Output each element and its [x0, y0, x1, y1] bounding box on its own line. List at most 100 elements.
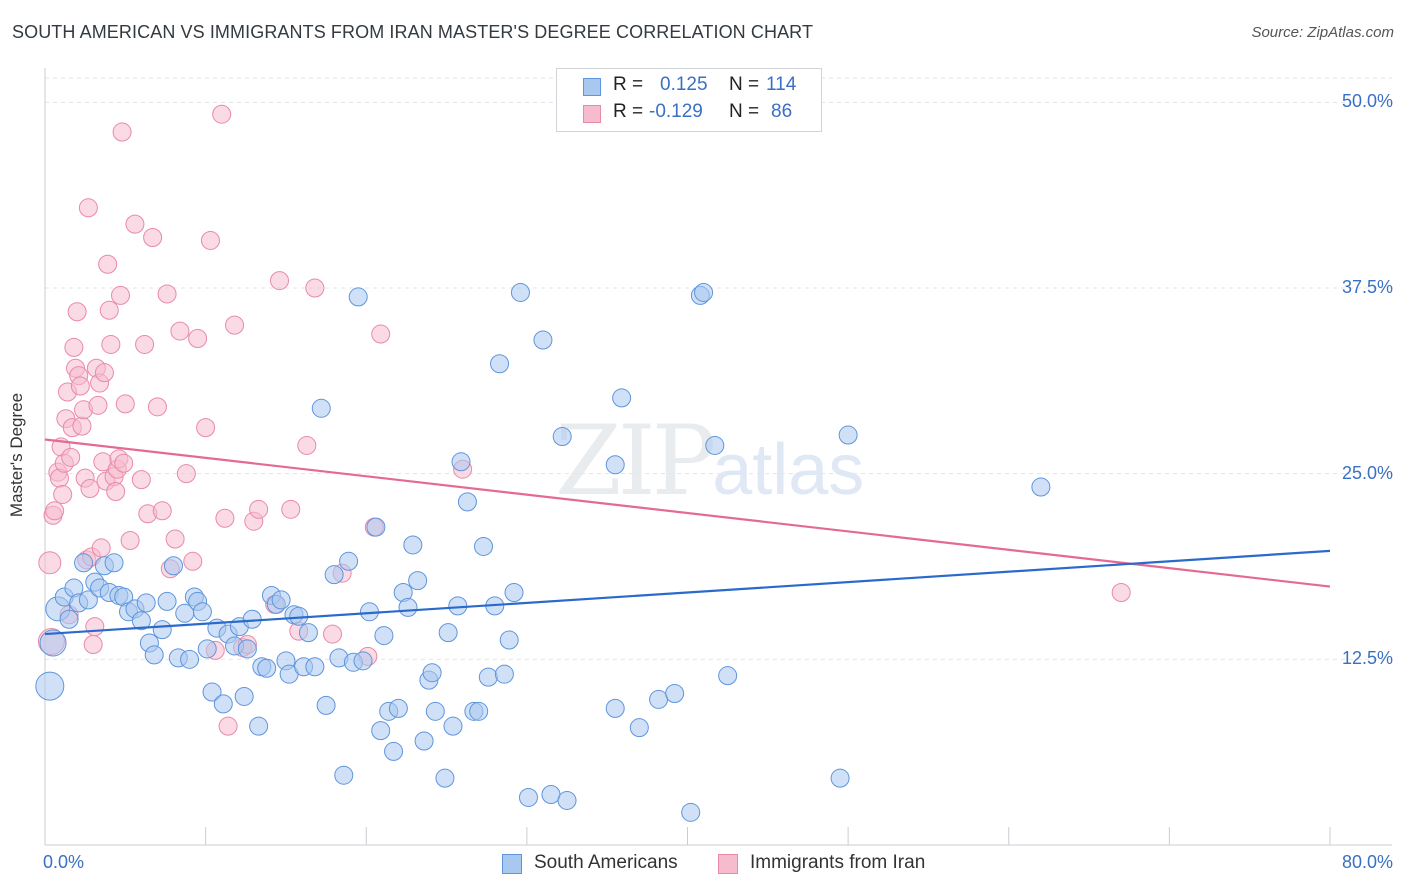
south-american-point — [1031, 477, 1051, 497]
chart-title: SOUTH AMERICAN VS IMMIGRANTS FROM IRAN M… — [12, 22, 814, 42]
south-american-point — [457, 492, 477, 512]
south-american-point — [474, 536, 494, 556]
south-american-point — [408, 571, 428, 591]
source-label: Source: ZipAtlas.com — [1251, 24, 1394, 41]
iran-point — [83, 634, 103, 654]
south-american-point — [533, 330, 553, 350]
iran-point — [38, 551, 62, 575]
axes — [44, 68, 1392, 846]
iran-point — [64, 337, 84, 357]
south-american-point — [478, 667, 498, 687]
watermark-atlas: atlas — [712, 430, 865, 510]
south-american-point — [237, 639, 257, 659]
y-tick-label: 37.5% — [1341, 277, 1393, 297]
legend-label: Immigrants from Iran — [750, 852, 926, 873]
legend-label: South Americans — [534, 852, 678, 873]
south-american-point — [144, 645, 164, 665]
iran-point — [78, 198, 98, 218]
blue-swatch-icon — [583, 78, 601, 96]
south-american-point — [180, 649, 200, 669]
south-american-point — [451, 452, 471, 472]
iran-point — [72, 416, 92, 436]
iran-point — [215, 508, 235, 528]
iran-point — [112, 122, 132, 142]
south-american-point — [414, 731, 434, 751]
south-american-point — [78, 590, 98, 610]
r-value: -0.129 — [649, 101, 703, 122]
pink-swatch-icon — [583, 105, 601, 123]
south-american-point — [39, 629, 67, 657]
iran-point — [143, 227, 163, 247]
iran-point — [176, 464, 196, 484]
south-american-point — [334, 765, 354, 785]
south-american-points — [35, 282, 1051, 822]
south-american-point — [612, 388, 632, 408]
south-american-point — [257, 658, 277, 678]
south-american-point — [366, 517, 386, 537]
iran-point — [305, 278, 325, 298]
iran-point — [297, 435, 317, 455]
iran-point — [212, 104, 232, 124]
south-american-point — [838, 425, 858, 445]
iran-point — [53, 484, 73, 504]
stats-row-south-americans: R = 0.125 N = 114 — [557, 74, 821, 100]
south-american-point — [157, 591, 177, 611]
south-american-point — [104, 553, 124, 573]
south-american-point — [438, 623, 458, 643]
iran-point — [70, 376, 90, 396]
south-american-point — [131, 611, 151, 631]
south-american-point — [213, 694, 233, 714]
iran-point — [196, 418, 216, 438]
iran-point — [114, 453, 134, 473]
south-american-point — [694, 282, 714, 302]
pink-legend-swatch-icon — [718, 854, 738, 874]
iran-point — [188, 329, 208, 349]
iran-point — [152, 501, 172, 521]
south-american-point — [298, 623, 318, 643]
iran-point — [61, 447, 81, 467]
trend-lines — [44, 438, 1331, 636]
south-american-point — [371, 721, 391, 741]
south-american-point — [74, 553, 94, 573]
y-tick-label: 12.5% — [1341, 648, 1393, 669]
south-american-point — [339, 551, 359, 571]
iran-point — [67, 302, 87, 322]
south-american-point — [541, 784, 561, 804]
south-american-point — [316, 695, 336, 715]
south-american-point — [629, 718, 649, 738]
south-american-point — [504, 582, 524, 602]
iran-point — [165, 529, 185, 549]
iran-point — [131, 470, 151, 490]
south-american-point — [490, 354, 510, 374]
iran-point — [249, 499, 269, 519]
south-american-point — [384, 741, 404, 761]
watermark-zip: ZIP — [555, 405, 716, 517]
iran-point — [1111, 582, 1131, 602]
n-label: N = — [729, 101, 760, 122]
blue-legend-swatch-icon — [502, 854, 522, 874]
iran-point — [157, 284, 177, 304]
south-american-point — [35, 671, 65, 701]
south-american-point — [234, 686, 254, 706]
iran-point — [94, 363, 114, 383]
south-american-point — [557, 790, 577, 810]
south-american-point — [305, 657, 325, 677]
iran-point — [98, 254, 118, 274]
iran-point — [200, 230, 220, 250]
south-american-point — [681, 802, 701, 822]
south-american-point — [605, 455, 625, 475]
iran-point — [99, 300, 119, 320]
y-tick-label: 25.0% — [1341, 462, 1393, 483]
south-american-point — [192, 602, 212, 622]
south-american-point — [388, 698, 408, 718]
south-american-point — [443, 716, 463, 736]
south-american-point — [271, 590, 291, 610]
n-value: 86 — [771, 101, 793, 122]
iran-point — [125, 214, 145, 234]
iran-point — [80, 479, 100, 499]
r-label: R = — [613, 74, 644, 95]
iran-point — [323, 624, 343, 644]
south-american-point — [59, 609, 79, 629]
south-american-point — [136, 593, 156, 613]
